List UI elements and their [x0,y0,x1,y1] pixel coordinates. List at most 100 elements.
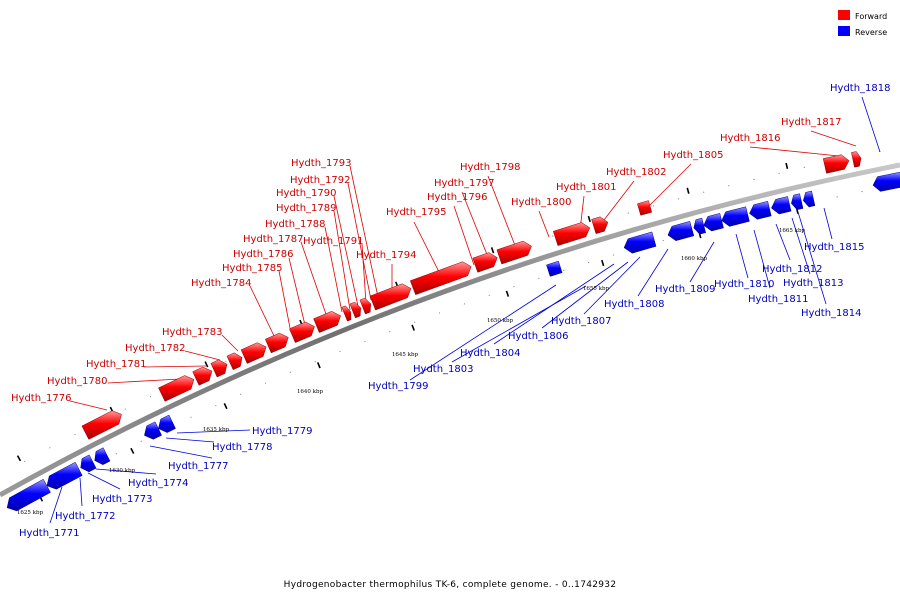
gene-label-hydth-1815[interactable]: Hydth_1815 [804,242,865,253]
reverse-gene-arrow[interactable] [693,217,707,235]
gene-label-hydth-1776[interactable]: Hydth_1776 [11,393,72,404]
reverse-gene-arrow[interactable] [158,414,176,433]
forward-gene-arrow[interactable] [289,321,315,343]
gene-label-hydth-1796[interactable]: Hydth_1796 [427,192,488,203]
gene-label-hydth-1805[interactable]: Hydth_1805 [663,150,724,161]
minor-tick [314,361,316,363]
gene-label-hydth-1772[interactable]: Hydth_1772 [55,511,116,522]
gene-label-hydth-1790[interactable]: Hydth_1790 [276,188,337,199]
forward-gene-arrow[interactable] [81,410,122,440]
forward-gene-arrow[interactable] [341,305,352,322]
forward-gene-arrow[interactable] [349,301,361,319]
gene-label-hydth-1811[interactable]: Hydth_1811 [748,294,809,305]
gene-label-hydth-1781[interactable]: Hydth_1781 [86,359,147,370]
gene-label-hydth-1774[interactable]: Hydth_1774 [128,478,189,489]
gene-label-hydth-1792[interactable]: Hydth_1792 [290,175,351,186]
reverse-gene-arrow[interactable] [749,200,772,220]
reverse-gene-arrow[interactable] [803,190,816,208]
forward-gene-arrow[interactable] [552,222,591,246]
gene-label-hydth-1808[interactable]: Hydth_1808 [604,299,665,310]
forward-gene-arrow[interactable] [409,261,472,296]
reverse-gene-arrow[interactable] [721,206,750,227]
gene-label-hydth-1814[interactable]: Hydth_1814 [801,308,862,319]
forward-gene-arrow[interactable] [359,297,371,315]
gene-label-hydth-1799[interactable]: Hydth_1799 [368,381,429,392]
gene-label-hydth-1817[interactable]: Hydth_1817 [781,117,842,128]
gene-label-hydth-1794[interactable]: Hydth_1794 [356,250,417,261]
gene-label-hydth-1806[interactable]: Hydth_1806 [508,331,569,342]
reverse-gene-arrow[interactable] [771,196,792,215]
gene-label-hydth-1795[interactable]: Hydth_1795 [386,207,447,218]
tick-label: 1640 kbp [297,389,324,395]
forward-gene-arrow[interactable] [264,332,289,354]
gene-label-hydth-1779[interactable]: Hydth_1779 [252,426,313,437]
forward-gene-arrow[interactable] [472,252,498,273]
gene-label-hydth-1800[interactable]: Hydth_1800 [511,197,572,208]
forward-gene-arrow[interactable] [369,283,412,311]
leader-line [810,130,857,147]
gene-label-hydth-1780[interactable]: Hydth_1780 [47,376,108,387]
forward-gene-arrow[interactable] [192,366,213,386]
gene-label-hydth-1812[interactable]: Hydth_1812 [762,264,823,275]
gene-label-hydth-1782[interactable]: Hydth_1782 [125,343,186,354]
major-tick [411,324,415,331]
forward-gene-arrow[interactable] [210,359,228,378]
forward-gene-arrow[interactable] [591,216,609,235]
minor-tick [677,198,680,200]
forward-gene-arrow[interactable] [496,240,532,265]
gene-label-hydth-1784[interactable]: Hydth_1784 [191,278,252,289]
minor-tick [753,178,755,181]
gene-label-hydth-1810[interactable]: Hydth_1810 [714,279,775,290]
reverse-gene-arrow[interactable] [46,461,83,490]
gene-label-hydth-1813[interactable]: Hydth_1813 [783,278,844,289]
forward-gene-arrow[interactable] [226,352,243,371]
reverse-gene-arrow[interactable] [872,171,900,192]
gene-label-hydth-1809[interactable]: Hydth_1809 [655,284,716,295]
minor-tick [563,269,565,272]
leader-line [176,429,251,434]
gene-label-hydth-1798[interactable]: Hydth_1798 [460,162,521,173]
gene-label-hydth-1783[interactable]: Hydth_1783 [162,327,223,338]
gene-label-hydth-1803[interactable]: Hydth_1803 [413,364,474,375]
reverse-gene-arrow[interactable] [667,220,695,241]
forward-gene-arrow[interactable] [637,200,653,216]
gene-label-hydth-1786[interactable]: Hydth_1786 [233,249,294,260]
forward-gene-arrow[interactable] [313,311,341,333]
gene-label-hydth-1773[interactable]: Hydth_1773 [92,494,153,505]
minor-tick [438,312,441,314]
forward-gene-arrow[interactable] [822,154,850,174]
forward-gene-arrow[interactable] [158,375,195,402]
major-tick [490,247,495,254]
reverse-gene-arrow[interactable] [703,213,724,232]
reverse-gene-arrow[interactable] [6,478,51,512]
gene-label-hydth-1797[interactable]: Hydth_1797 [434,178,495,189]
gene-label-hydth-1807[interactable]: Hydth_1807 [551,316,612,327]
forward-gene-arrow[interactable] [240,342,267,364]
reverse-gene-arrow[interactable] [623,231,657,254]
gene-label-hydth-1791[interactable]: Hydth_1791 [303,236,364,247]
gene-label-hydth-1787[interactable]: Hydth_1787 [243,234,304,245]
reverse-gene-arrow[interactable] [546,260,563,277]
forward-gene-arrow[interactable] [851,151,862,168]
gene-label-hydth-1818[interactable]: Hydth_1818 [830,83,891,94]
gene-label-hydth-1804[interactable]: Hydth_1804 [460,348,521,359]
gene-label-hydth-1771[interactable]: Hydth_1771 [19,528,80,539]
gene-label-hydth-1785[interactable]: Hydth_1785 [222,263,283,274]
reverse-gene-arrow[interactable] [144,421,162,440]
reverse-gene-arrow[interactable] [94,447,111,465]
reverse-gene-arrow[interactable] [791,193,804,210]
gene-label-hydth-1778[interactable]: Hydth_1778 [212,442,273,453]
gene-label-hydth-1788[interactable]: Hydth_1788 [265,219,326,230]
gene-label-hydth-1816[interactable]: Hydth_1816 [720,133,781,144]
gene-label-hydth-1802[interactable]: Hydth_1802 [606,167,667,178]
leader-line [637,248,669,297]
gene-label-hydth-1789[interactable]: Hydth_1789 [276,203,337,214]
minor-tick [339,350,341,353]
reverse-gene-arrow[interactable] [80,454,97,473]
gene-label-hydth-1801[interactable]: Hydth_1801 [556,182,617,193]
gene-label-hydth-1777[interactable]: Hydth_1777 [168,461,229,472]
gene-label-hydth-1793[interactable]: Hydth_1793 [291,158,352,169]
minor-tick [215,404,217,407]
gene-labels: Hydth_1776 Hydth_1780 Hydth_1781 Hydth_1782… [11,83,891,539]
